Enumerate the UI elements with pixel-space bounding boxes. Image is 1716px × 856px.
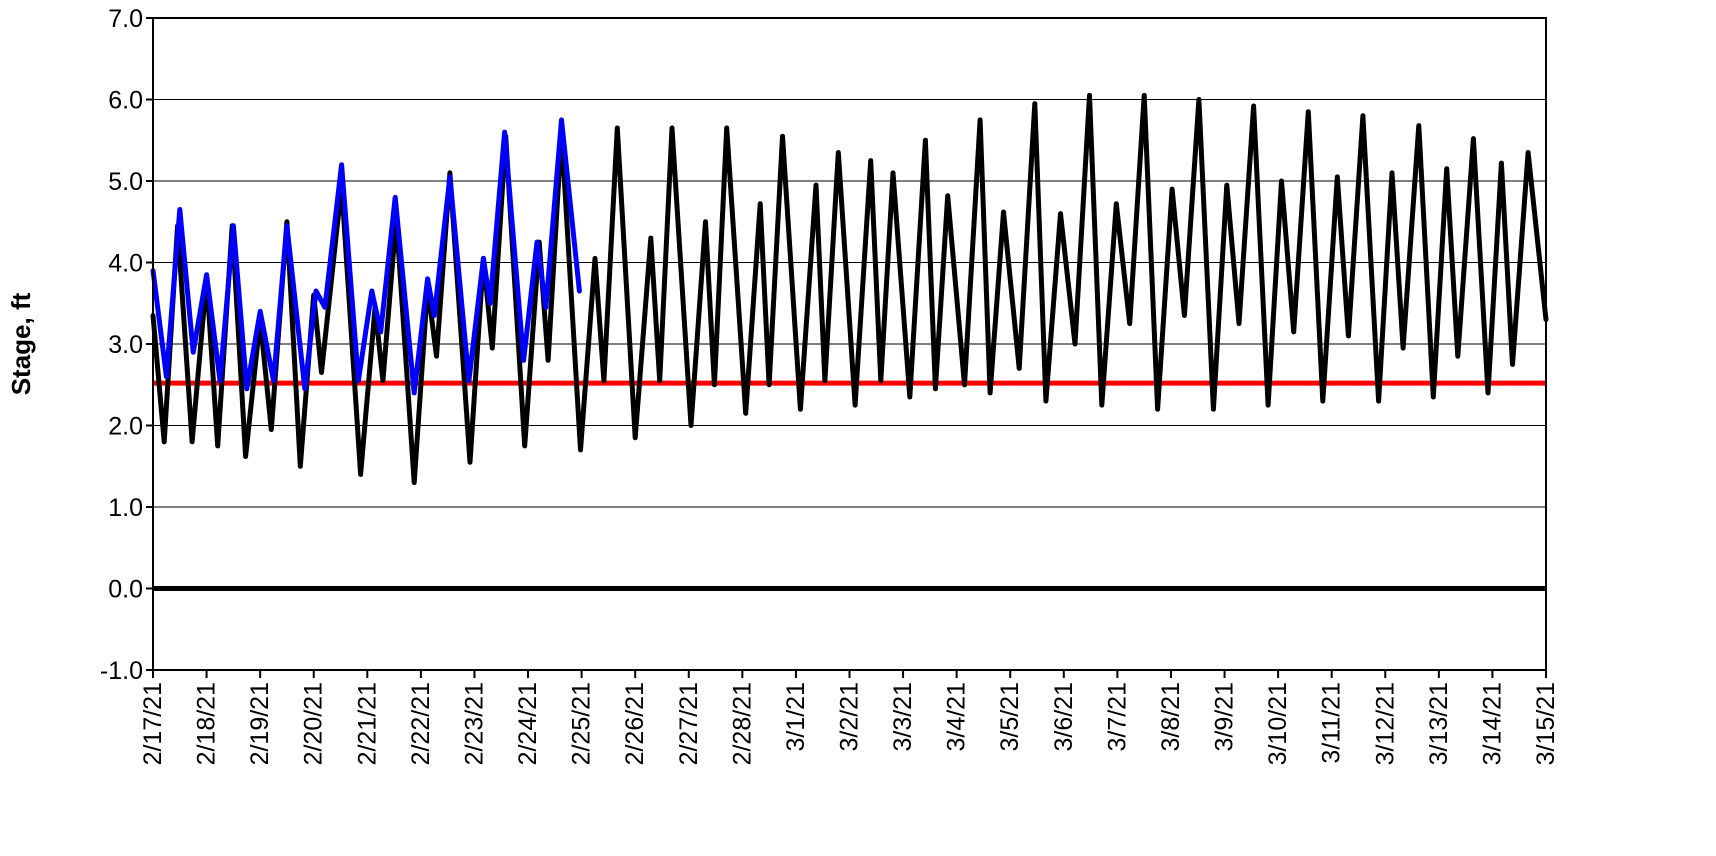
x-tick-label: 2/28/21 [728,682,756,765]
y-tick-label: 3.0 [108,331,143,359]
x-tick-label: 2/23/21 [460,682,488,765]
y-tick-label: 4.0 [108,250,143,278]
x-tick-label: 3/3/21 [889,682,917,752]
y-tick-label: 0.0 [108,576,143,604]
x-tick-label: 3/10/21 [1264,682,1292,765]
x-tick-label: 2/21/21 [353,682,381,765]
series [150,92,1549,486]
x-tick-label: 2/17/21 [139,682,167,765]
x-tick-label: 2/26/21 [621,682,649,765]
x-tick-label: 2/25/21 [568,682,596,765]
x-tick-label: 3/11/21 [1318,682,1346,764]
y-axis-title: Stage, ft [6,292,36,395]
x-tick-label: 3/1/21 [782,682,810,752]
y-tick-label: 7.0 [108,5,143,33]
x-tick-label: 3/4/21 [943,682,971,752]
x-tick-label: 3/14/21 [1478,682,1506,765]
x-tick-label: 2/22/21 [407,682,435,765]
x-tick-label: 3/2/21 [836,682,864,752]
x-tick-label: 3/6/21 [1050,682,1078,752]
y-tick-label: 1.0 [108,494,143,522]
series-line-blue [150,117,582,396]
y-tick-label: 6.0 [108,87,143,115]
x-tick-label: 3/12/21 [1371,682,1399,765]
x-axis-ticks: 2/17/21 2/18/21 2/19/21 2/20/21 2/21/21 2/22/… [139,670,1560,765]
x-tick-label: 3/7/21 [1103,682,1131,752]
y-tick-label: -1.0 [100,657,143,685]
series-line-black [150,92,1549,486]
x-tick-label: 3/9/21 [1211,682,1239,752]
x-tick-label: 2/27/21 [675,682,703,765]
x-tick-label: 3/15/21 [1532,682,1560,765]
x-tick-label: 2/19/21 [246,682,274,765]
y-tick-label: 5.0 [108,168,143,196]
x-tick-label: 3/5/21 [996,682,1024,752]
reference-lines [153,380,1546,591]
x-tick-label: 3/13/21 [1425,682,1453,765]
x-tick-label: 2/20/21 [300,682,328,765]
x-tick-label: 3/8/21 [1157,682,1185,752]
x-tick-label: 2/18/21 [193,682,221,765]
y-axis-ticks: -1.0 0.0 1.0 2.0 3.0 4.0 5.0 6.0 7.0 [100,5,153,685]
y-tick-label: 2.0 [108,413,143,441]
x-tick-label: 2/24/21 [514,682,542,765]
